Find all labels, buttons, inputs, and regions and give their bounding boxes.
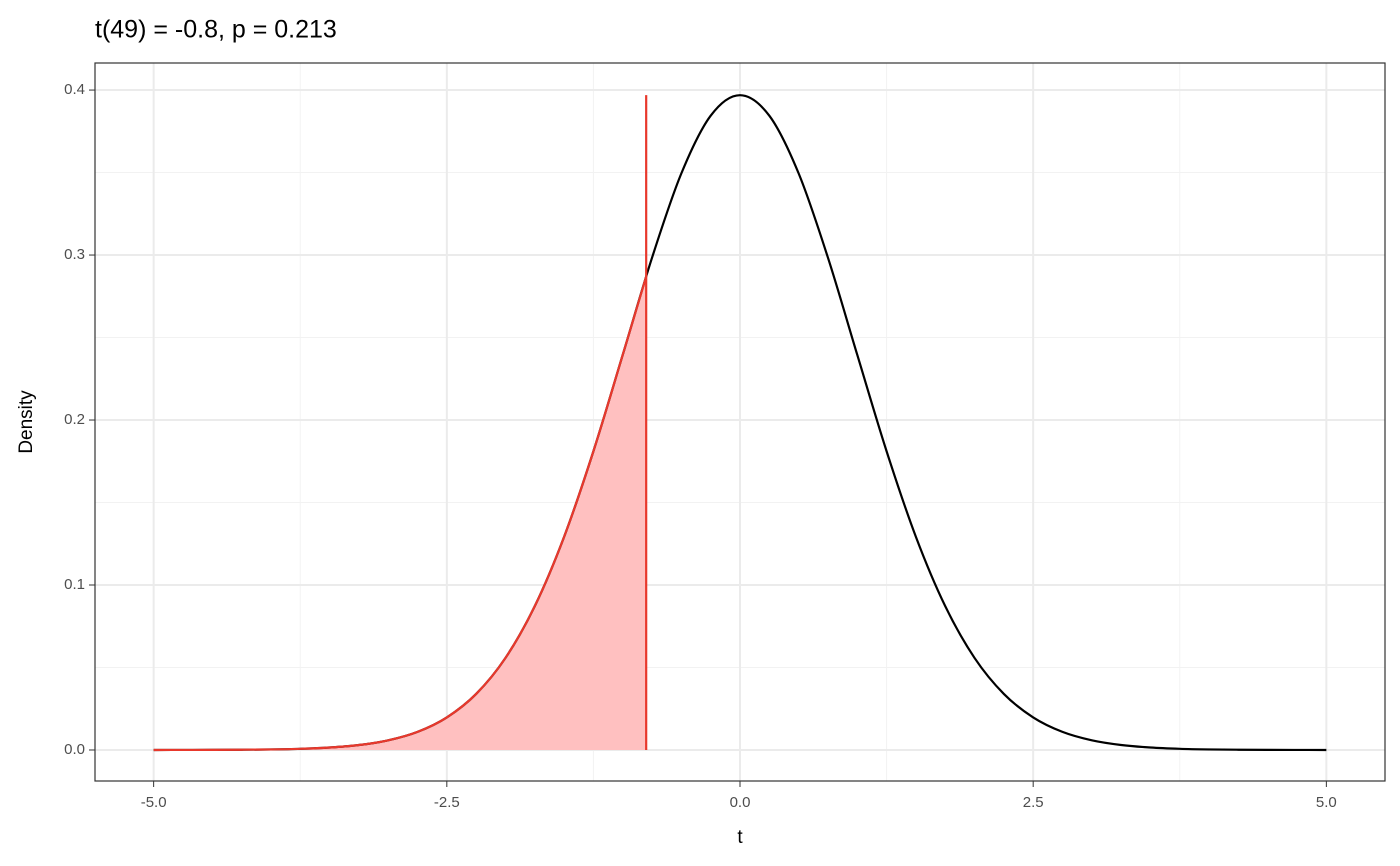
- x-tick-label: 0.0: [730, 794, 751, 811]
- x-tick-label: 5.0: [1316, 794, 1337, 811]
- chart-title: t(49) = -0.8, p = 0.213: [95, 16, 337, 44]
- x-axis-label: t: [737, 827, 743, 848]
- y-tick-label: 0.0: [64, 741, 85, 758]
- y-axis-label: Density: [16, 390, 37, 454]
- shaded-area: [153, 276, 647, 750]
- x-tick-label: -5.0: [141, 794, 167, 811]
- shaded-outline: [153, 276, 648, 752]
- panel-border: [94, 62, 1386, 782]
- y-tick-label: 0.4: [64, 81, 85, 98]
- x-tick-label: 2.5: [1023, 794, 1044, 811]
- x-tick-label: -2.5: [434, 794, 460, 811]
- y-tick-label: 0.2: [64, 411, 85, 428]
- y-tick-label: 0.1: [64, 576, 85, 593]
- y-tick-label: 0.3: [64, 246, 85, 263]
